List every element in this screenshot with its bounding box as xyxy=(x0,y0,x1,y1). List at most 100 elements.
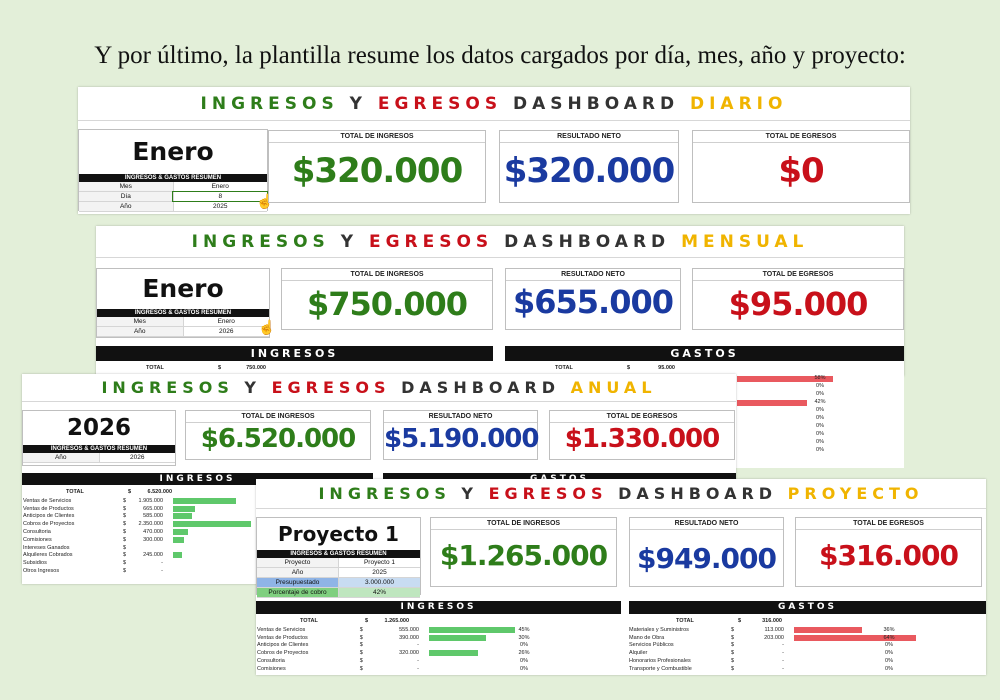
percent-label: 0% xyxy=(816,407,824,413)
gastos-total-row: TOTAL $316.000 xyxy=(676,617,782,624)
anio-cell[interactable]: 2025 xyxy=(338,568,420,577)
row-label: Honorarios Profesionales xyxy=(629,658,691,665)
bar-fill xyxy=(429,634,486,641)
currency-symbol: $ xyxy=(123,552,127,559)
table-row: Otros Ingresos $ - xyxy=(23,567,257,575)
bar-track: 0% xyxy=(794,650,984,656)
bar-percent: 64% xyxy=(883,634,895,641)
row-label: Consultoria xyxy=(23,529,51,536)
currency-symbol: $ xyxy=(123,560,127,567)
bar-track xyxy=(173,552,253,559)
value-resultado-neto: $5.190.000 xyxy=(384,424,539,454)
row-label: Mano de Obra xyxy=(629,634,665,641)
title-diario: INGRESOS Y EGRESOS DASHBOARD DIARIO xyxy=(78,87,910,121)
row-value: 245.000 xyxy=(143,552,163,559)
selector-row: Año 2025 xyxy=(257,568,420,578)
table-row: Servicios Públicos $ - 0% xyxy=(629,642,984,650)
row-label: Ventas de Productos xyxy=(257,634,308,641)
row-label: Ventas de Productos xyxy=(23,505,74,512)
table-row: Transporte y Combustible $ - 0% xyxy=(629,665,984,673)
percent-row: 0% xyxy=(737,415,903,423)
row-label: Otros Ingresos xyxy=(23,568,60,575)
bar-track: 36% xyxy=(794,626,984,633)
anio-cell[interactable]: 2025 xyxy=(172,202,267,211)
percent-label: 0% xyxy=(816,383,824,389)
title-anual: INGRESOS Y EGRESOS DASHBOARD ANUAL xyxy=(22,374,736,402)
bar-percent: 0% xyxy=(885,642,893,649)
ingresos-total-row: TOTAL $6.520.000 xyxy=(66,488,172,495)
table-row: Mano de Obra $203.000 64% xyxy=(629,634,984,642)
anio-cell[interactable]: 2026 xyxy=(182,327,269,336)
currency-symbol: $ xyxy=(123,544,127,551)
ingresos-header: INGRESOS xyxy=(256,601,621,614)
percent-label: 0% xyxy=(816,447,824,453)
bar-percent: 0% xyxy=(885,650,893,657)
card-total-egresos: TOTAL DE EGRESOS $316.000 xyxy=(795,517,982,587)
row-label: Servicios Públicos xyxy=(629,642,674,649)
currency-symbol: $ xyxy=(731,650,735,657)
table-row: Ventas de Productos $390.000 30% xyxy=(257,634,619,642)
row-value: - xyxy=(782,650,784,657)
card-total-ingresos: TOTAL DE INGRESOS $6.520.000 xyxy=(185,410,371,460)
bar-track: 0% xyxy=(794,658,984,664)
currency-symbol: $ xyxy=(731,626,735,633)
row-value: 203.000 xyxy=(764,634,784,641)
mensual-gastos-pcts: 58% 0% 0% 42% 0% 0% 0% 0% 0% 0% xyxy=(736,374,904,468)
gastos-percent-list: 58% 0% 0% 42% 0% 0% 0% 0% 0% 0% xyxy=(737,375,903,455)
table-row: Intereses Ganados $ xyxy=(23,544,257,552)
selected-month: Enero xyxy=(132,137,214,166)
row-value: 1.905.000 xyxy=(138,497,163,504)
row-label: Materiales y Suministros xyxy=(629,626,689,633)
row-label: Cobros de Proyectos xyxy=(23,521,75,528)
bar-percent: 0% xyxy=(520,658,528,665)
ingresos-total-row: TOTAL $750.000 xyxy=(146,364,266,371)
date-selector-diario: Enero INGRESOS & GASTOS RESUMEN Mes Enero… xyxy=(78,129,268,212)
currency-symbol: $ xyxy=(359,634,363,641)
resumen-header: INGRESOS & GASTOS RESUMEN xyxy=(97,309,269,317)
percent-label: 42% xyxy=(814,399,826,405)
row-value: - xyxy=(417,665,419,672)
cobro-row: Porcentaje de cobro 42% xyxy=(257,588,420,598)
value-total-egresos: $316.000 xyxy=(818,539,959,572)
bar-fill xyxy=(173,552,182,559)
mes-cell[interactable]: Enero xyxy=(172,182,267,191)
table-row: Comisiones $ - 0% xyxy=(257,665,619,673)
row-label: Consultoria xyxy=(257,658,285,665)
gastos-table: Materiales y Suministros $113.000 36% Mano … xyxy=(629,626,984,673)
table-row: Materiales y Suministros $113.000 36% xyxy=(629,626,984,634)
bar-fill xyxy=(794,626,863,633)
row-value: 470.000 xyxy=(143,529,163,536)
bar-track: 0% xyxy=(429,658,619,664)
bar-fill xyxy=(794,634,916,641)
bar-track: 0% xyxy=(794,642,984,648)
value-resultado-neto: $949.000 xyxy=(636,542,777,575)
table-row: Cobros de Proyectos $320.000 26% xyxy=(257,649,619,657)
row-value: 300.000 xyxy=(143,536,163,543)
resumen-header: INGRESOS & GASTOS RESUMEN xyxy=(23,445,175,453)
row-value: - xyxy=(161,560,163,567)
dia-cell[interactable]: 8 xyxy=(171,191,268,202)
value-resultado-neto: $320.000 xyxy=(503,151,676,191)
row-label: Comisiones xyxy=(257,665,286,672)
currency-symbol: $ xyxy=(731,658,735,665)
percent-label: 0% xyxy=(816,415,824,421)
bar-track: 0% xyxy=(429,642,619,648)
bar-track: 0% xyxy=(429,666,619,672)
bar-percent: 30% xyxy=(518,634,530,641)
proyecto-cell[interactable]: Proyecto 1 xyxy=(338,558,420,567)
date-selector-mensual: Enero INGRESOS & GASTOS RESUMEN Mes Enero… xyxy=(96,268,270,338)
value-total-ingresos: $1.265.000 xyxy=(439,539,608,572)
value-total-ingresos: $320.000 xyxy=(291,151,464,191)
anio-cell[interactable]: 2026 xyxy=(98,453,175,462)
bar-fill xyxy=(429,626,515,633)
bar-fill xyxy=(173,497,236,504)
caption: Y por último, la plantilla resume los da… xyxy=(94,42,906,69)
bar-track xyxy=(173,521,253,528)
mes-cell[interactable]: Enero xyxy=(182,317,269,326)
bar-fill xyxy=(173,513,193,520)
row-label: Anticipos de Clientes xyxy=(257,642,309,649)
dashboard-proyecto: INGRESOS Y EGRESOS DASHBOARD PROYECTO Pr… xyxy=(256,479,986,675)
bar-track: 45% xyxy=(429,626,619,633)
percent-label: 0% xyxy=(816,423,824,429)
project-selector: Proyecto 1 INGRESOS & GASTOS RESUMEN Pro… xyxy=(256,517,421,598)
